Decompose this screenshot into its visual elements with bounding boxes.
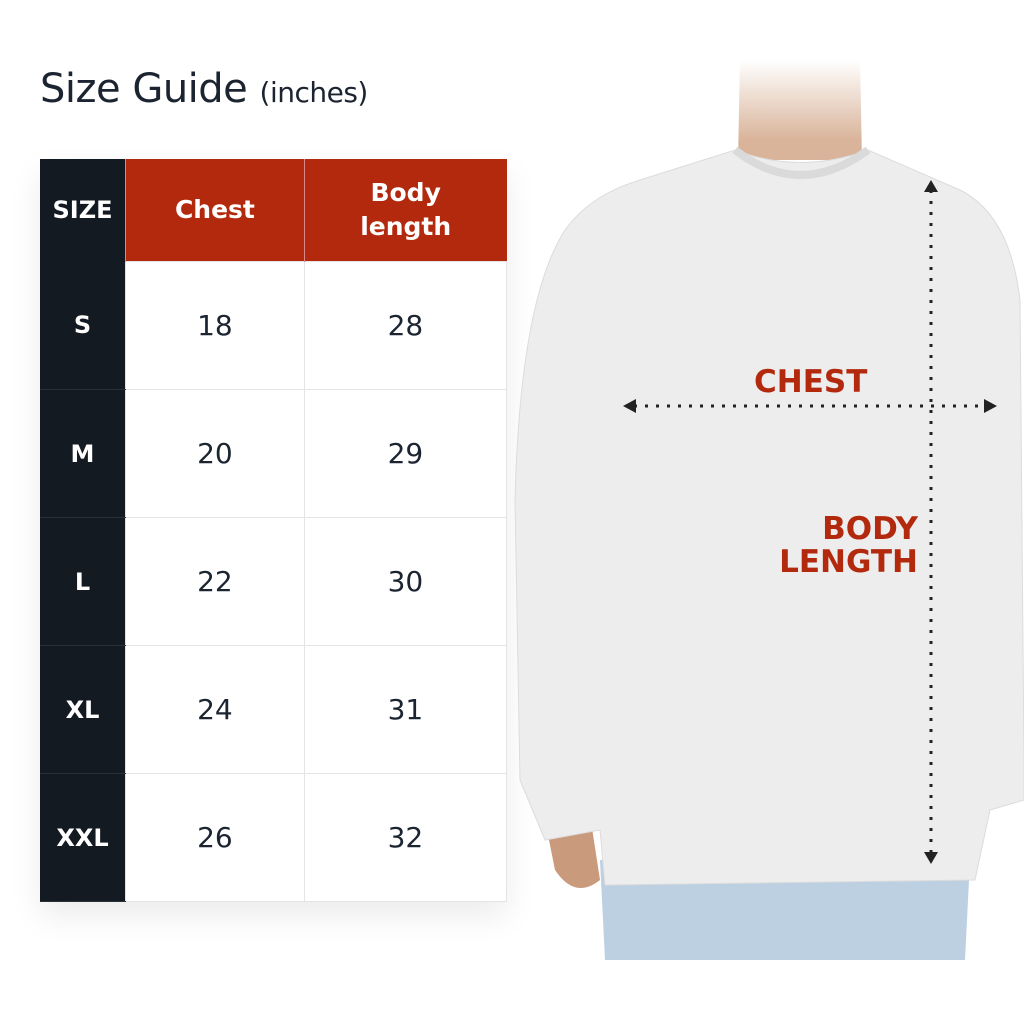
table-row: S 18 28 (40, 261, 508, 390)
shirt-model-photo (505, 60, 1024, 960)
length-cell: 29 (303, 389, 508, 518)
title-text: Size Guide (40, 66, 248, 112)
arrow-up-head (924, 180, 938, 192)
table-row: L 22 30 (40, 517, 508, 646)
arrow-down-head (924, 852, 938, 864)
header-chest: Chest (125, 159, 305, 262)
header-body-line2: length (360, 212, 452, 241)
chest-cell: 22 (125, 517, 305, 646)
shirt-body (514, 149, 1024, 886)
header-body-length: Body length (303, 159, 507, 262)
table-row: XXL 26 32 (40, 773, 508, 902)
size-cell: XL (40, 645, 126, 774)
chest-cell: 24 (125, 645, 305, 774)
size-cell: L (40, 517, 126, 646)
chest-label: CHEST (754, 364, 868, 400)
size-cell: XXL (40, 773, 126, 902)
size-cell: S (40, 261, 126, 390)
size-table: SIZE Chest Body length S 18 28 M 20 29 L 22 30 … (40, 159, 508, 902)
table-row: XL 24 31 (40, 645, 508, 774)
chest-cell: 26 (125, 773, 305, 902)
length-cell: 32 (303, 773, 508, 902)
collar (732, 146, 871, 179)
arrow-left-head (623, 399, 636, 413)
table-row: M 20 29 (40, 389, 508, 518)
header-size: SIZE (40, 159, 126, 262)
header-body-line1: Body (370, 178, 441, 207)
size-cell: M (40, 389, 126, 518)
body-length-line2: LENGTH (779, 544, 918, 580)
title-unit: (inches) (259, 76, 369, 109)
length-cell: 31 (303, 645, 508, 774)
chest-cell: 20 (125, 389, 305, 518)
length-cell: 30 (303, 517, 508, 646)
chest-cell: 18 (125, 261, 305, 390)
arrow-right-head (984, 399, 997, 413)
body-length-line1: BODY (822, 511, 918, 547)
length-cell: 28 (303, 261, 508, 390)
jeans (600, 860, 970, 960)
page-title: Size Guide (inches) (40, 66, 368, 112)
table-header: SIZE Chest Body length (40, 159, 507, 262)
body-length-label: BODY LENGTH (779, 513, 918, 579)
